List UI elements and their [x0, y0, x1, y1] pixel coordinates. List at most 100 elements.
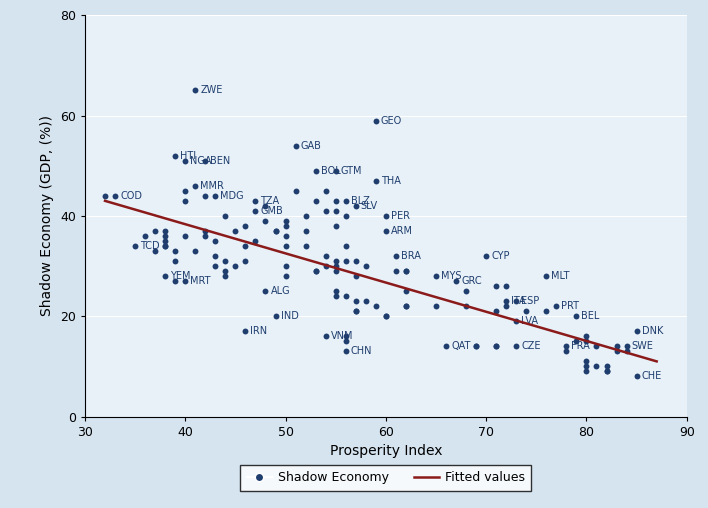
Point — [320, 207, 331, 215]
Text: ALG: ALG — [270, 286, 290, 296]
Point — [270, 227, 281, 235]
Point — [270, 312, 281, 321]
Text: CHN: CHN — [350, 346, 372, 356]
Point — [360, 262, 372, 270]
Text: FRA: FRA — [571, 341, 590, 352]
Point — [240, 222, 251, 230]
Point — [501, 282, 512, 290]
Text: LVA: LVA — [521, 316, 538, 326]
Point — [240, 242, 251, 250]
Point — [99, 192, 110, 200]
X-axis label: Prosperity Index: Prosperity Index — [330, 444, 442, 458]
Text: MMR: MMR — [200, 181, 224, 191]
Point — [159, 232, 171, 240]
Point — [330, 197, 341, 205]
Point — [400, 302, 411, 310]
Point — [581, 332, 592, 340]
Point — [280, 242, 291, 250]
Point — [340, 347, 351, 356]
Point — [300, 242, 312, 250]
Point — [481, 252, 492, 260]
Point — [149, 247, 161, 255]
Point — [400, 302, 411, 310]
Point — [340, 197, 351, 205]
Point — [169, 247, 181, 255]
Point — [260, 217, 271, 225]
Point — [240, 257, 251, 265]
Point — [210, 192, 221, 200]
Point — [501, 297, 512, 305]
Point — [280, 262, 291, 270]
Point — [290, 142, 302, 150]
Text: ITA: ITA — [511, 296, 526, 306]
Point — [581, 362, 592, 370]
Text: BLZ: BLZ — [350, 196, 370, 206]
Point — [270, 227, 281, 235]
Point — [470, 342, 481, 351]
Point — [510, 297, 522, 305]
Point — [180, 232, 191, 240]
Point — [370, 302, 382, 310]
Point — [370, 177, 382, 185]
Point — [350, 297, 361, 305]
Text: IRN: IRN — [251, 326, 268, 336]
Text: CYP: CYP — [491, 251, 510, 261]
Point — [139, 232, 151, 240]
Point — [601, 367, 612, 375]
Point — [400, 267, 411, 275]
Point — [340, 332, 351, 340]
Point — [180, 197, 191, 205]
Text: PER: PER — [391, 211, 410, 221]
Text: GEO: GEO — [381, 116, 402, 125]
Point — [350, 307, 361, 315]
Point — [581, 357, 592, 365]
Text: BRA: BRA — [401, 251, 421, 261]
Point — [310, 167, 321, 175]
Point — [260, 202, 271, 210]
Text: MRT: MRT — [190, 276, 211, 286]
Point — [551, 302, 562, 310]
Point — [169, 257, 181, 265]
Text: VNM: VNM — [331, 331, 353, 341]
Point — [400, 287, 411, 295]
Point — [260, 287, 271, 295]
Point — [491, 307, 502, 315]
Point — [159, 242, 171, 250]
Point — [621, 342, 632, 351]
Point — [180, 156, 191, 165]
Point — [280, 232, 291, 240]
Text: ESP: ESP — [521, 296, 539, 306]
Text: BEN: BEN — [210, 156, 231, 166]
Point — [400, 267, 411, 275]
Text: DNK: DNK — [641, 326, 663, 336]
Point — [440, 342, 452, 351]
Point — [280, 272, 291, 280]
Point — [330, 207, 341, 215]
Point — [320, 252, 331, 260]
Text: GTM: GTM — [341, 166, 362, 176]
Point — [491, 342, 502, 351]
Text: QAT: QAT — [451, 341, 470, 352]
Point — [581, 367, 592, 375]
Point — [320, 262, 331, 270]
Point — [621, 347, 632, 356]
Point — [611, 342, 622, 351]
Point — [430, 272, 442, 280]
Point — [330, 257, 341, 265]
Point — [130, 242, 141, 250]
Point — [149, 227, 161, 235]
Point — [210, 262, 221, 270]
Text: MYS: MYS — [441, 271, 462, 281]
Point — [290, 187, 302, 195]
Point — [190, 247, 201, 255]
Point — [330, 262, 341, 270]
Point — [180, 187, 191, 195]
Text: BEL: BEL — [581, 311, 600, 321]
Text: PRT: PRT — [561, 301, 579, 311]
Point — [219, 257, 231, 265]
Point — [541, 307, 552, 315]
Point — [200, 192, 211, 200]
Point — [280, 217, 291, 225]
Point — [340, 242, 351, 250]
Text: THA: THA — [381, 176, 401, 186]
